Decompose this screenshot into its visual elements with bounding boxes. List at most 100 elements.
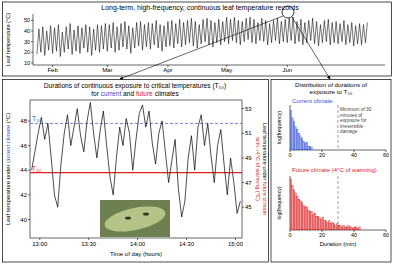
y-tick [242,207,244,208]
panel-frame [3,2,392,76]
y-tick [28,145,30,146]
y-tick-label: 42 [20,192,27,198]
text-part: current [101,90,122,97]
threshold-line [338,176,339,230]
histogram-bar [295,127,297,150]
histogram-bar [354,227,356,230]
annotation: Minimum of 30 [340,107,372,112]
histogram-bar [295,193,297,230]
y-tick-label: 51 [245,130,252,136]
panel-frame [271,80,391,263]
histogram-bar [296,196,298,230]
y-label: log(frequency) [276,111,282,144]
title: Distribution of durations of [295,81,367,88]
histogram-bar [298,199,300,230]
y-tick-label: 48 [20,118,27,124]
temperature-line [37,17,367,56]
y-tick-label: 20 [24,49,30,55]
text-part: future [136,90,153,97]
histogram-bar [309,146,311,150]
x-tick-label: 0 [288,152,291,158]
histogram-bar [316,216,318,230]
x-tick [88,238,89,240]
x-tick-label: 20 [319,152,325,158]
y-tick [242,108,244,109]
y-tick-label: 40 [24,28,30,34]
y-tick [28,170,30,171]
histogram-bar [324,221,326,230]
y-tick-label: 40 [20,217,27,223]
histogram-bar [311,211,313,230]
histogram-bar [304,207,306,230]
x-tick-label: Feb [47,67,58,73]
histogram-bar [293,122,295,150]
x-tick-label: 60 [383,232,389,238]
histogram-bar [306,142,308,150]
histogram-bar [325,221,327,230]
x-tick [186,238,187,240]
histogram-bar [298,133,300,150]
histogram-bar [357,228,359,230]
y-axis [33,14,34,65]
text-part: Leaf temperature under [262,123,268,182]
histogram-bar [332,222,334,230]
histogram-bar [340,225,342,230]
subtitle: for current and future climates [91,90,179,97]
histogram-bar [301,202,303,230]
plot-area [290,105,338,150]
plot-area [37,17,367,56]
histogram-bar [303,205,305,230]
x-tick [235,238,236,240]
histogram-bar [344,227,346,230]
histogram-bar [290,110,292,150]
t50-label: T₅₀ [32,115,42,122]
y-tick [31,41,33,42]
zoom-arrow [292,17,330,79]
annotation: damage [340,129,358,134]
histogram-bar [317,216,319,230]
y-label: Leaf temperature under current climate (… [5,113,11,225]
t50-line [30,172,242,173]
histogram-bar [293,190,295,230]
t50-line [30,123,242,124]
y-tick [31,62,33,63]
histogram-bar [327,222,329,230]
x-tick [39,238,40,240]
threshold-line [338,105,339,150]
title: Durations of continuous exposure to crit… [44,82,226,90]
histogram-bar [308,210,310,230]
histogram-bar [319,218,321,230]
y-tick-label: 45 [245,204,252,210]
zoom-circle [282,6,294,18]
histogram-bar [346,227,348,230]
histogram-bar [320,219,322,230]
x-tick-label: 14:30 [179,241,195,247]
plot-area [290,176,360,230]
figure: Long-term, high-frequency, continuous le… [0,0,394,265]
zoom-arrow [120,16,283,79]
x-tick-label: 60 [383,152,389,158]
plot-frame [30,100,242,238]
x-tick [137,238,138,240]
text-part: for [91,90,101,97]
y-tick [242,182,244,183]
histogram-bar [303,141,305,150]
x-tick-label: 14:00 [130,241,146,247]
y-tick-label: 49 [245,155,252,161]
histogram-bar [306,207,308,230]
x-tick-label: 0 [288,232,291,238]
histogram-bar [312,215,314,230]
histogram-bar [300,136,302,150]
histogram-bar [348,225,350,230]
text-part: current climate [5,125,11,163]
subtitle: Future climate (4°C of warming) [292,167,377,173]
histogram-bar [343,225,345,230]
x-tick-label: 20 [319,232,325,238]
y2-label: with +4°C of warming (°C) [255,136,261,201]
x-tick-label: 40 [351,152,357,158]
x-tick-label: Jun [282,67,292,73]
histogram-bar [328,221,330,230]
y-label: Leaf temperature (°C) [5,13,11,66]
subtitle: Current climate [292,98,333,104]
x-tick-label: 15:00 [228,241,244,247]
